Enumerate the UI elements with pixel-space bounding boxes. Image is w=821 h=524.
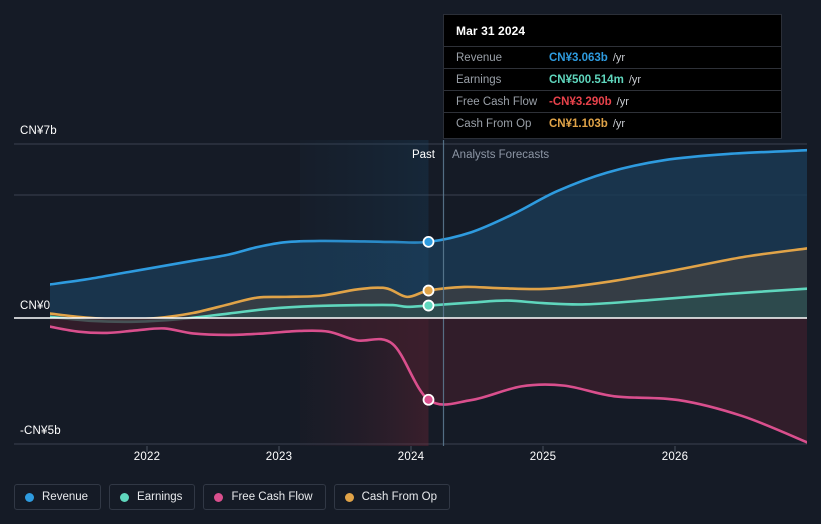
legend-dot-icon	[214, 492, 224, 502]
tooltip-row-label: Revenue	[456, 52, 503, 64]
past-segment-label: Past	[411, 149, 435, 161]
legend-item-revenue[interactable]: Revenue	[14, 484, 102, 510]
tooltip-row-value: CN¥3.063b	[549, 52, 608, 64]
tooltip-date: Mar 31 2024	[456, 24, 526, 38]
tooltip-row: Revenue CN¥3.063b/yr	[444, 46, 781, 68]
tooltip-rows: Revenue CN¥3.063b/yr Earnings CN¥500.514m/y…	[444, 46, 781, 134]
tooltip-row-value: CN¥500.514m	[549, 74, 624, 86]
tooltip-row-unit: /yr	[616, 96, 629, 108]
y-axis-label-top: CN¥7b	[20, 125, 57, 137]
series-area	[50, 288, 807, 322]
data-tooltip: Mar 31 2024 Revenue CN¥3.063b/yr Earnings C…	[443, 14, 782, 139]
y-axis-label-zero: CN¥0	[20, 300, 51, 312]
legend-item-label: Cash From Op	[361, 491, 438, 503]
legend-item-label: Revenue	[42, 491, 89, 503]
x-axis-label-2024: 2024	[397, 451, 425, 463]
tooltip-row-unit: /yr	[612, 118, 626, 130]
tooltip-row: Cash From Op CN¥1.103b/yr	[444, 112, 781, 134]
series-line	[50, 325, 807, 444]
series-area	[50, 150, 807, 318]
legend-dot-icon	[120, 492, 130, 502]
forecast-segment-label: Analysts Forecasts	[452, 149, 550, 161]
data-point-markers[interactable]	[422, 235, 435, 406]
legend-dot-icon	[25, 492, 34, 502]
series-layer	[50, 140, 807, 446]
legend-item-label: Free Cash Flow	[231, 491, 313, 503]
tooltip-row-value: CN¥1.103b	[549, 118, 608, 130]
x-axis-label-2026: 2026	[661, 451, 689, 463]
legend-item-free-cash-flow[interactable]: Free Cash Flow	[203, 484, 326, 510]
marker-free-cash-flow[interactable]	[422, 393, 435, 406]
y-axis-label-bottom: -CN¥5b	[20, 425, 61, 437]
legend-dot-icon	[344, 492, 354, 502]
x-axis-ticks	[146, 446, 676, 452]
x-axis-label-2025: 2025	[529, 451, 557, 463]
legend-item-cash-from-op[interactable]: Cash From Op	[333, 484, 451, 510]
x-axis-label-2023: 2023	[265, 451, 293, 463]
legend-item-label: Earnings	[137, 491, 183, 503]
marker-cash-from-op[interactable]	[422, 284, 435, 297]
series-area	[50, 318, 807, 443]
tooltip-row-label: Cash From Op	[456, 118, 532, 130]
marker-revenue[interactable]	[422, 235, 435, 248]
tooltip-row-unit: /yr	[628, 74, 642, 86]
chart-legend[interactable]: Revenue Earnings Free Cash Flow Cash From O…	[14, 484, 451, 510]
tooltip-row-label: Earnings	[456, 74, 502, 86]
legend-item-earnings[interactable]: Earnings	[109, 484, 196, 510]
tooltip-row-label: Free Cash Flow	[456, 96, 538, 108]
tooltip-row: Earnings CN¥500.514m/yr	[444, 68, 781, 90]
tooltip-row: Free Cash Flow -CN¥3.290b/yr	[444, 90, 781, 112]
x-axis-label-2022: 2022	[133, 451, 161, 463]
series-free-cash-flow	[50, 318, 807, 444]
marker-earnings[interactable]	[422, 299, 435, 312]
tooltip-row-value: -CN¥3.290b	[549, 96, 612, 108]
tooltip-row-unit: /yr	[612, 52, 626, 64]
